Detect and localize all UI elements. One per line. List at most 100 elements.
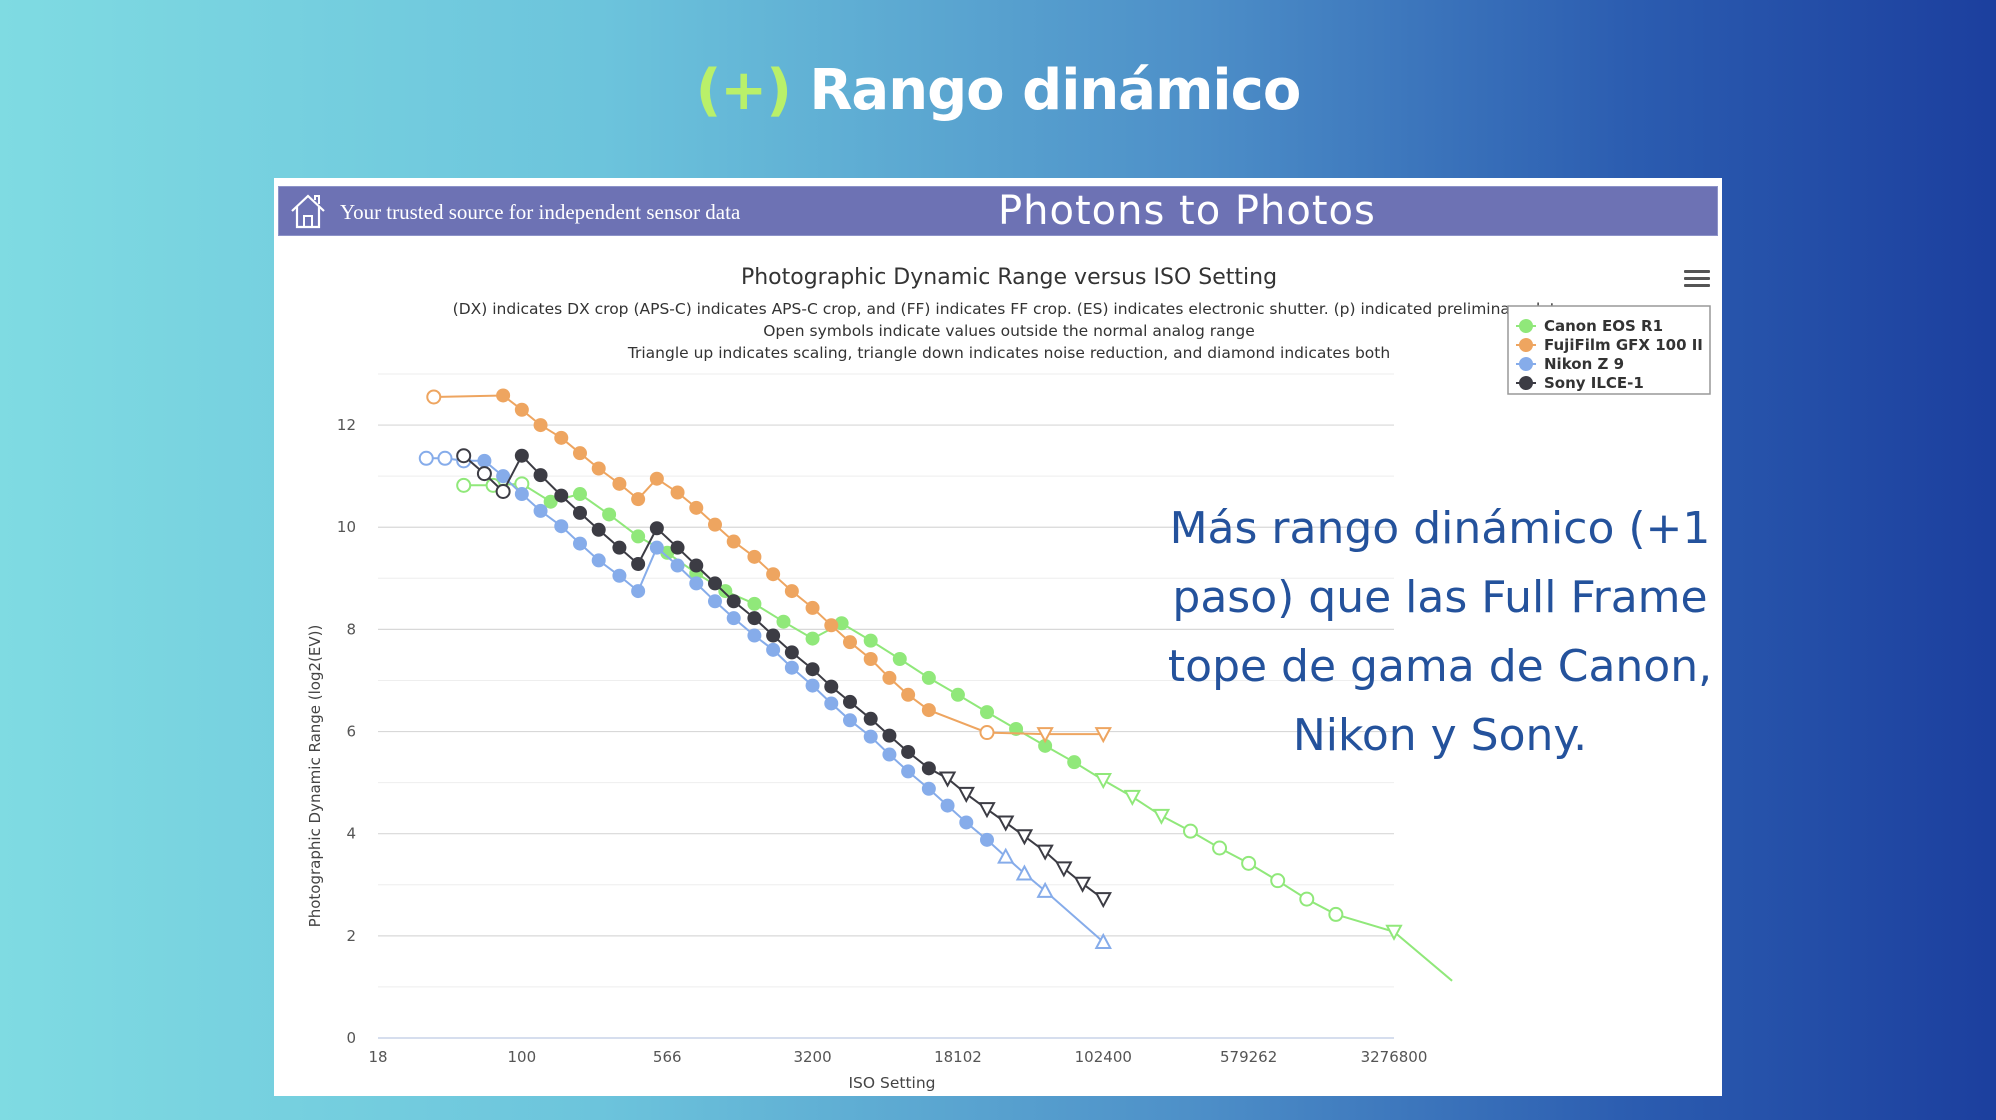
data-point	[649, 471, 664, 486]
data-point	[1038, 738, 1053, 753]
banner-tagline: Your trusted source for independent sens…	[340, 200, 741, 224]
data-point	[631, 584, 646, 599]
data-point	[591, 553, 606, 568]
legend-item: Sony ILCE-1	[1544, 374, 1644, 392]
data-point	[726, 611, 741, 626]
y-tick-label: 8	[346, 620, 356, 638]
data-point	[842, 713, 857, 728]
data-point-open	[437, 450, 453, 466]
chart-title: Photographic Dynamic Range versus ISO Se…	[741, 265, 1277, 290]
data-point	[766, 628, 781, 643]
data-point	[863, 633, 878, 648]
data-point	[707, 594, 722, 609]
data-point	[514, 402, 529, 417]
hamburger-menu-icon[interactable]	[1684, 270, 1710, 292]
data-point	[921, 781, 936, 796]
data-point	[572, 505, 587, 520]
series-line	[426, 457, 1104, 943]
data-point	[533, 503, 548, 518]
data-point-triangle-down	[1094, 773, 1112, 790]
x-tick-label: 579262	[1220, 1048, 1277, 1066]
y-tick-label: 10	[337, 518, 356, 536]
y-tick-label: 0	[346, 1029, 356, 1047]
y-tick-label: 12	[337, 416, 356, 434]
data-point	[612, 540, 627, 555]
data-point	[612, 476, 627, 491]
home-icon[interactable]	[288, 192, 328, 230]
chart-panel: Your trusted source for independent sens…	[274, 178, 1722, 1096]
data-point-triangle-down	[1123, 789, 1142, 807]
banner-brand[interactable]: Photons to Photos	[998, 188, 1376, 234]
data-point	[747, 549, 762, 564]
data-point	[805, 600, 820, 615]
data-point	[631, 529, 646, 544]
data-point	[670, 540, 685, 555]
data-point-open	[1299, 891, 1315, 907]
site-banner: Your trusted source for independent sens…	[278, 186, 1718, 236]
data-point	[805, 631, 820, 646]
legend-swatch-dot	[1519, 357, 1533, 371]
data-point	[572, 536, 587, 551]
data-point-triangle-down	[1015, 829, 1034, 846]
data-point	[892, 652, 907, 667]
data-point-triangle-down	[1073, 876, 1092, 893]
data-point	[602, 507, 617, 522]
data-point	[631, 492, 646, 507]
slide-title-main: Rango dinámico	[809, 58, 1301, 123]
data-point	[824, 679, 839, 694]
data-point	[554, 519, 569, 534]
data-point-open	[1328, 906, 1344, 922]
data-point	[726, 594, 741, 609]
data-point	[766, 567, 781, 582]
x-tick-label: 3200	[793, 1048, 831, 1066]
legend-swatch-dot	[1519, 319, 1533, 333]
data-point	[863, 711, 878, 726]
data-point	[901, 687, 916, 702]
data-point-open	[476, 466, 492, 482]
data-point-triangle-down	[1385, 924, 1403, 941]
data-point-triangle-down	[978, 802, 996, 819]
chart-subtitle: Open symbols indicate values outside the…	[763, 322, 1255, 340]
legend-box	[1507, 305, 1711, 395]
data-point	[863, 729, 878, 744]
data-point	[496, 469, 511, 484]
data-point	[689, 500, 704, 515]
x-tick-label: 566	[653, 1048, 682, 1066]
data-point	[940, 798, 955, 813]
x-tick-label: 18	[368, 1048, 387, 1066]
data-point	[591, 461, 606, 476]
data-point	[543, 494, 558, 509]
data-point	[612, 568, 627, 583]
data-point	[649, 540, 664, 555]
data-point	[824, 618, 839, 633]
x-axis-label: ISO Setting	[848, 1074, 935, 1092]
chart-subtitle: (DX) indicates DX crop (APS-C) indicates…	[453, 300, 1566, 318]
data-point	[533, 418, 548, 433]
data-point	[766, 642, 781, 657]
data-point	[747, 596, 762, 611]
data-point	[1067, 755, 1082, 770]
data-point-triangle-down	[1152, 808, 1171, 825]
data-point	[950, 687, 965, 702]
slide-title-accent: (+)	[695, 58, 792, 123]
series-sony	[456, 448, 1112, 909]
data-point	[707, 576, 722, 591]
y-tick-label: 2	[346, 927, 356, 945]
data-point-triangle-down	[938, 771, 957, 788]
data-point	[805, 678, 820, 693]
data-point	[921, 670, 936, 685]
data-point	[533, 468, 548, 483]
data-point	[784, 584, 799, 599]
data-point	[863, 652, 878, 667]
data-point	[842, 635, 857, 650]
data-point	[776, 614, 791, 629]
data-point	[689, 558, 704, 573]
legend-swatch-dot	[1519, 338, 1533, 352]
data-point	[726, 534, 741, 549]
data-point	[979, 832, 994, 847]
data-point-open	[979, 725, 995, 741]
x-tick-label: 18102	[934, 1048, 982, 1066]
data-point-triangle-down	[1055, 861, 1073, 878]
slide-title: (+) Rango dinámico	[0, 58, 1996, 123]
series-nikon	[418, 450, 1112, 949]
